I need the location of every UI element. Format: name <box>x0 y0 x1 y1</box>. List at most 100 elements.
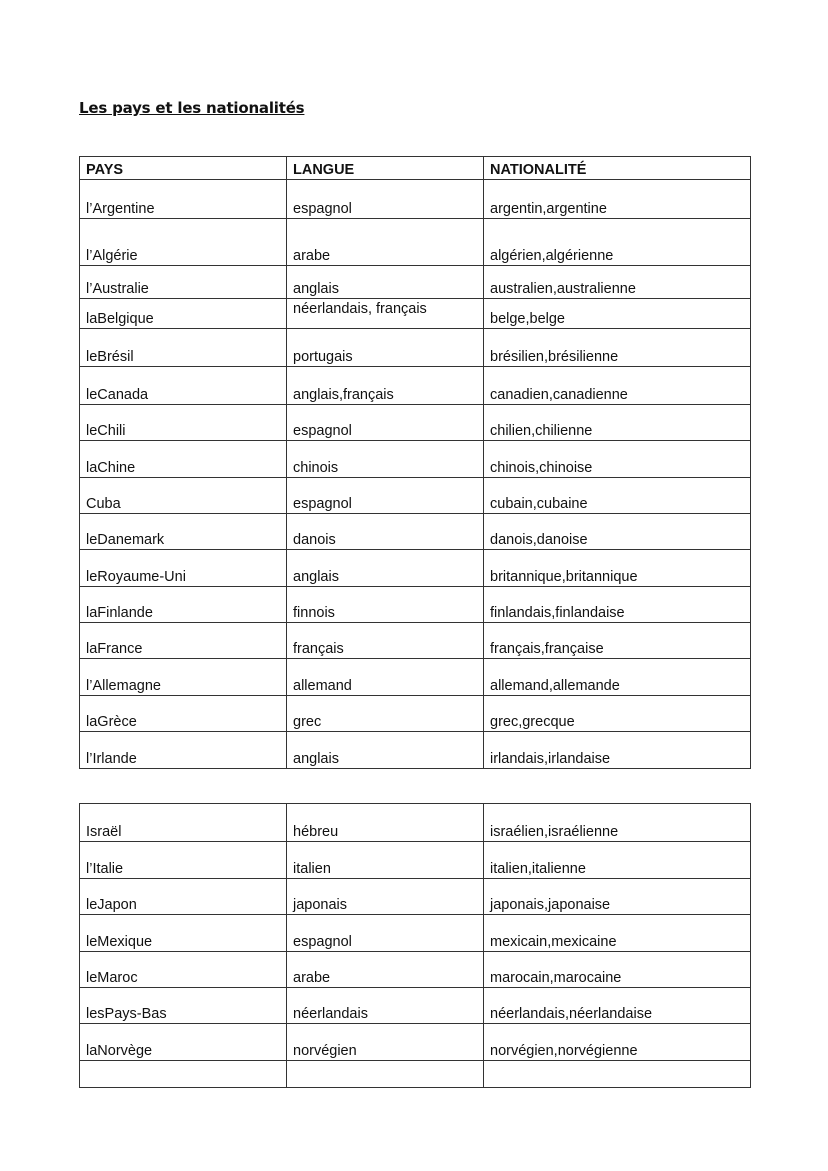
nationality-cell: chinois,chinoise <box>483 440 751 478</box>
country-cell: lesPays-Bas <box>79 987 287 1024</box>
table-row: Israël hébreu israélien,israélienne <box>79 803 751 842</box>
nationality-cell: israélien,israélienne <box>483 803 751 842</box>
table-row: l’Irlande anglais irlandais,irlandaise <box>79 731 751 769</box>
nationality-cell: norvégien,norvégienne <box>483 1023 751 1061</box>
table-row: laGrèce grec grec,grecque <box>79 695 751 732</box>
language-cell: espagnol <box>286 404 484 441</box>
table-row: leRoyaume-Uni anglais britannique,britanni… <box>79 549 751 587</box>
country-cell: leCanada <box>79 366 287 405</box>
table-row: laBelgique néerlandais, français belge,bel… <box>79 298 751 329</box>
language-cell: espagnol <box>286 914 484 952</box>
language-cell: japonais <box>286 878 484 915</box>
nationality-cell: britannique,britannique <box>483 549 751 587</box>
country-cell: l’Argentine <box>79 179 287 219</box>
nationality-cell: belge,belge <box>483 298 751 329</box>
language-cell: anglais,français <box>286 366 484 405</box>
nationality-cell: australien,australienne <box>483 265 751 299</box>
language-cell: italien <box>286 841 484 879</box>
nationality-cell: canadien,canadienne <box>483 366 751 405</box>
country-cell: leDanemark <box>79 513 287 550</box>
country-cell: laFrance <box>79 622 287 659</box>
country-cell: laBelgique <box>79 298 287 329</box>
language-cell: norvégien <box>286 1023 484 1061</box>
column-header: NATIONALITÉ <box>483 156 751 180</box>
table-row: leJapon japonais japonais,japonaise <box>79 878 751 915</box>
country-cell: leRoyaume-Uni <box>79 549 287 587</box>
nationality-cell: français,française <box>483 622 751 659</box>
language-cell: anglais <box>286 731 484 769</box>
country-cell: leBrésil <box>79 328 287 367</box>
language-cell: portugais <box>286 328 484 367</box>
nationality-cell: italien,italienne <box>483 841 751 879</box>
nationality-cell: irlandais,irlandaise <box>483 731 751 769</box>
countries-table-2: Israël hébreu israélien,israélienne l’Itali… <box>79 803 751 1088</box>
language-cell: espagnol <box>286 477 484 514</box>
table-row: leBrésil portugais brésilien,brésilienne <box>79 328 751 367</box>
nationality-cell: finlandais,finlandaise <box>483 586 751 623</box>
language-cell: français <box>286 622 484 659</box>
table-row: l’Argentine espagnol argentin,argentine <box>79 179 751 219</box>
table-row: l’Algérie arabe algérien,algérienne <box>79 218 751 266</box>
country-cell: laNorvège <box>79 1023 287 1061</box>
country-cell: leMaroc <box>79 951 287 988</box>
language-cell: grec <box>286 695 484 732</box>
table-row: l’Australie anglais australien,australienn… <box>79 265 751 299</box>
language-cell: hébreu <box>286 803 484 842</box>
table-row: laFinlande finnois finlandais,finlandaise <box>79 586 751 623</box>
country-cell: laGrèce <box>79 695 287 732</box>
language-cell <box>286 1060 484 1088</box>
country-cell: l’Algérie <box>79 218 287 266</box>
column-header: LANGUE <box>286 156 484 180</box>
language-cell: anglais <box>286 265 484 299</box>
country-cell: leJapon <box>79 878 287 915</box>
country-cell: l’Australie <box>79 265 287 299</box>
country-cell: l’Allemagne <box>79 658 287 696</box>
table-row: laFrance français français,française <box>79 622 751 659</box>
table-row: lesPays-Bas néerlandais néerlandais,néerla… <box>79 987 751 1024</box>
table-row: Cuba espagnol cubain,cubaine <box>79 477 751 514</box>
nationality-cell: danois,danoise <box>483 513 751 550</box>
language-cell: finnois <box>286 586 484 623</box>
country-cell: laChine <box>79 440 287 478</box>
table-row: leChili espagnol chilien,chilienne <box>79 404 751 441</box>
nationality-cell: cubain,cubaine <box>483 477 751 514</box>
nationality-cell: japonais,japonaise <box>483 878 751 915</box>
table-row: leCanada anglais,français canadien,canadie… <box>79 366 751 405</box>
country-cell: Israël <box>79 803 287 842</box>
nationality-cell: chilien,chilienne <box>483 404 751 441</box>
nationality-cell: marocain,marocaine <box>483 951 751 988</box>
table-row <box>79 1060 751 1088</box>
language-cell: espagnol <box>286 179 484 219</box>
nationality-cell: grec,grecque <box>483 695 751 732</box>
language-cell: chinois <box>286 440 484 478</box>
table-row: leMexique espagnol mexicain,mexicaine <box>79 914 751 952</box>
country-cell: Cuba <box>79 477 287 514</box>
nationality-cell: algérien,algérienne <box>483 218 751 266</box>
table-row: l’Allemagne allemand allemand,allemande <box>79 658 751 696</box>
country-cell <box>79 1060 287 1088</box>
nationality-cell <box>483 1060 751 1088</box>
nationality-cell: mexicain,mexicaine <box>483 914 751 952</box>
country-cell: laFinlande <box>79 586 287 623</box>
table-row: l’Italie italien italien,italienne <box>79 841 751 879</box>
language-cell: danois <box>286 513 484 550</box>
nationality-cell: néerlandais,néerlandaise <box>483 987 751 1024</box>
table-row: laChine chinois chinois,chinoise <box>79 440 751 478</box>
language-cell: anglais <box>286 549 484 587</box>
header-row: PAYS LANGUE NATIONALITÉ <box>79 156 751 180</box>
country-cell: l’Italie <box>79 841 287 879</box>
nationality-cell: argentin,argentine <box>483 179 751 219</box>
language-cell: arabe <box>286 218 484 266</box>
country-cell: leChili <box>79 404 287 441</box>
nationality-cell: brésilien,brésilienne <box>483 328 751 367</box>
language-cell: néerlandais <box>286 987 484 1024</box>
language-cell: néerlandais, français <box>286 298 484 329</box>
table-row: laNorvège norvégien norvégien,norvégienne <box>79 1023 751 1061</box>
table-row: leDanemark danois danois,danoise <box>79 513 751 550</box>
page-title: Les pays et les nationalités <box>79 99 305 117</box>
column-header: PAYS <box>79 156 287 180</box>
countries-table-1: PAYS LANGUE NATIONALITÉ l’Argentine espagnol… <box>79 156 751 769</box>
language-cell: arabe <box>286 951 484 988</box>
country-cell: l’Irlande <box>79 731 287 769</box>
table-row: leMaroc arabe marocain,marocaine <box>79 951 751 988</box>
